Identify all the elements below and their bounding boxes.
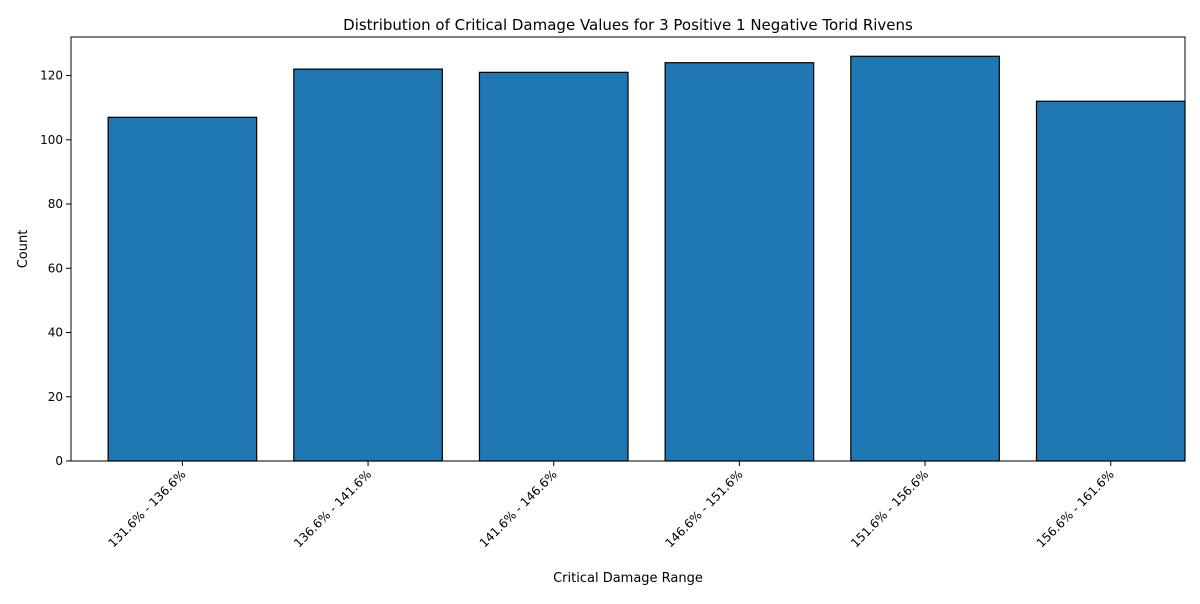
plot-frame [70, 36, 1186, 462]
x-ticks-group: 131.6% - 136.6% 136.6% - 141.6% 141.6% - 1… [105, 461, 1117, 550]
y-tick-label: 0 [55, 454, 63, 468]
chart-title: Distribution of Critical Damage Values f… [343, 16, 913, 34]
bar-6 [1035, 100, 1186, 462]
x-tick-label: 141.6% - 146.6% [477, 467, 560, 550]
x-axis-label: Critical Damage Range [553, 571, 703, 586]
axes-group [70, 36, 1186, 462]
y-tick-label: 100 [40, 133, 63, 147]
bar-1 [107, 116, 258, 462]
bar-4 [664, 62, 815, 462]
x-tick-label: 136.6% - 141.6% [291, 467, 374, 550]
y-tick-label: 40 [48, 326, 63, 340]
bars-group [107, 55, 1186, 462]
y-tick-label: 20 [48, 390, 63, 404]
x-tick-label: 151.6% - 156.6% [848, 467, 931, 550]
y-axis-label: Count [16, 230, 31, 269]
bar-3 [478, 71, 629, 462]
x-tick-label: 131.6% - 136.6% [105, 467, 188, 550]
x-tick-label: 146.6% - 151.6% [662, 467, 745, 550]
y-tick-label: 120 [40, 69, 63, 83]
x-tick-label: 156.6% - 161.6% [1034, 467, 1117, 550]
y-ticks-group: 0 20 40 60 80 100 120 [40, 69, 71, 468]
bar-5 [850, 55, 1000, 462]
bar-2 [293, 68, 443, 462]
y-tick-label: 60 [48, 261, 63, 275]
y-tick-label: 80 [48, 197, 63, 211]
